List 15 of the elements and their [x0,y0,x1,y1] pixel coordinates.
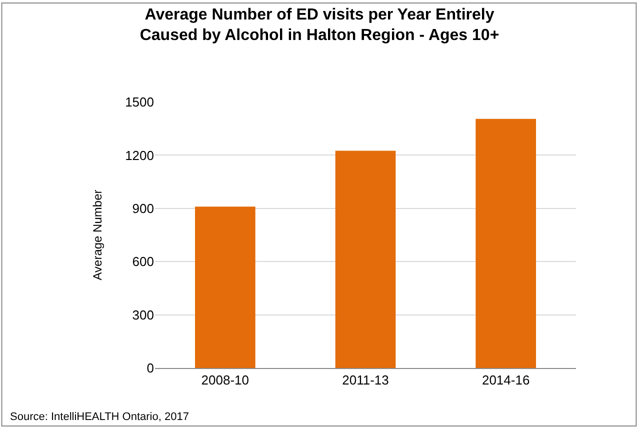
bar [195,206,256,368]
bar [476,118,536,368]
x-tick-label: 2008-10 [201,372,250,388]
y-tick-label: 1500 [125,94,154,110]
y-tick-label: 600 [132,254,154,270]
bar [335,150,396,368]
x-tick-label: 2014-16 [482,372,530,388]
y-tick-label: 300 [132,307,154,322]
y-tick-label: 900 [132,200,154,216]
source-note: Source: IntelliHEALTH Ontario, 2017 [10,411,189,423]
chart-title: Average Number of ED visits per Year Entirely Caused by Alcohol in Halton Region - Ages 10+ [140,6,500,44]
y-tick-label: 1200 [125,148,154,163]
x-tick-label: 2011-13 [342,372,389,388]
y-tick-label: 0 [146,360,154,376]
y-axis-title: Average Number [90,190,104,280]
